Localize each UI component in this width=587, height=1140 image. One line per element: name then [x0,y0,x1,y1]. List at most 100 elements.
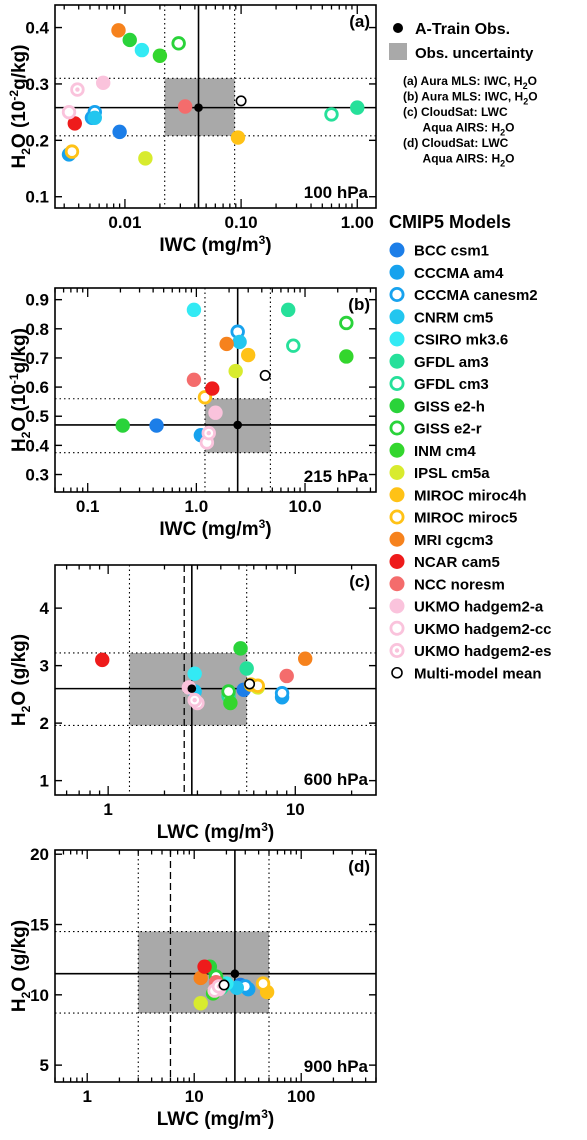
obs-point [230,969,240,979]
data-point-giss-e2-h-8 [122,32,137,48]
y-tick-label: 2 [40,714,49,733]
x-tick-label: 100 [287,1087,315,1106]
legend-item-label: MIROC miroc5 [414,510,517,527]
y-tick-label: 3 [40,657,49,676]
x-axis-label-close: ) [265,235,271,256]
y-axis-label-part: O (g/kg) [9,634,30,706]
legend-item-label: UKMO hadgem2-a [414,599,544,616]
legend: A-Train Obs. Obs. uncertainty (a) Aura MLS… [389,21,552,682]
y-tick-label: 5 [40,1056,49,1075]
legend-item-label: CNRM cm5 [414,309,493,326]
panel-label: (d) [348,857,370,876]
x-axis-label-text: IWC (mg/m [159,519,258,540]
models-legend-title: CMIP5 Models [389,212,511,232]
x-tick-label: 1 [82,1087,91,1106]
y-axis-label-part: H [9,438,30,452]
x-axis-label-superscript: 3 [259,233,266,247]
legend-item-label: INM cm4 [414,443,476,460]
data-point-ncc-noresm-16 [177,99,193,114]
data-point-gfdl-am3-5 [280,302,296,318]
y-axis-label-subscript: 2 [19,148,33,155]
legend-marker-ncc-noresm [389,576,405,592]
source-note-subscript: 2 [500,128,505,138]
x-tick-label: 1.0 [185,497,209,516]
source-note-c: (c) CloudSat: LWC [403,105,508,119]
legend-item-label: MIROC miroc4h [414,487,527,504]
data-point-giss-e2-h-7 [115,418,130,433]
data-point-csiro-mk3-6-4 [187,666,202,681]
y-tick-label: 0.6 [25,378,49,397]
source-note-subscript: 2 [523,81,528,91]
x-axis-label: IWC (mg/m3) [159,517,271,540]
x-axis-label-text: IWC (mg/m [159,235,258,256]
source-note-text: O [505,152,514,166]
obs-legend-marker [393,23,403,33]
legend-item-label: CCCMA canesm2 [414,287,538,304]
source-note-subscript: 2 [500,159,505,169]
source-note-b: (b) Aura MLS: IWC, H2O [403,90,538,107]
y-tick-label: 1 [40,772,49,791]
y-tick-label: 0.3 [25,75,49,94]
y-axis-label-subscript: 2 [19,991,33,998]
legend-item-label: CSIRO mk3.6 [414,332,508,349]
legend-marker-gfdl-cm3 [389,375,405,391]
data-point-inm-cm4-10 [152,48,168,63]
y-axis-label-part: g/kg) [9,328,30,373]
y-axis-label-part: O (10 [9,384,30,432]
legend-item-label: Multi-model mean [414,665,542,682]
uncertainty-legend-label: Obs. uncertainty [415,45,534,62]
data-point-ncar-cam5-14 [197,959,212,974]
x-axis-label-superscript: 3 [259,517,266,531]
legend-item-label: UKMO hadgem2-es [414,643,552,660]
data-point-ncc-noresm-15 [279,668,294,684]
y-tick-label: 0.4 [25,436,49,455]
legend-marker-csiro-mk3-6 [389,331,405,347]
y-tick-label: 0.2 [25,131,49,150]
legend-item-label: NCAR cam5 [414,554,500,571]
x-axis-label-text: LWC (mg/m [157,822,262,843]
legend-item-label: GFDL am3 [414,354,489,371]
data-point-csiro-mk3-6-5 [134,42,150,58]
y-tick-label: 0.9 [25,291,49,310]
data-point-miroc-miroc4h-12 [230,130,246,145]
data-point-ukmo-hadgem2-a-16 [208,405,223,420]
data-point-bcc-csm1-0 [149,418,164,433]
chart-panel-4: 5 10 15 20 1 10 100 LWC (mg/m3) H2O (g/kg) (d) 900… [9,845,377,1130]
legend-marker-giss-e2-h [389,398,405,414]
source-note-text: O [528,74,537,88]
x-tick-label: 10 [185,1087,204,1106]
legend-marker-ukmo-hadgem2-cc [389,620,405,636]
plot-area [55,850,376,1082]
y-axis-label-superscript: -1 [7,373,21,384]
source-note-a: (a) Aura MLS: IWC, H2O [403,74,537,91]
source-note-text: (a) Aura MLS: IWC, H [403,74,523,88]
x-tick-label: 10 [286,800,305,819]
data-point-multi-model-mean-19 [259,369,271,381]
x-axis-label-superscript: 3 [261,1107,268,1121]
data-point-ipsl-cm5a-11 [138,151,153,166]
legend-marker-bcc-csm1 [389,242,405,258]
legend-item-label: UKMO hadgem2-cc [414,621,552,638]
data-point-miroc-miroc5-12 [255,976,271,991]
panel-label: (c) [349,572,370,591]
y-axis-label-part: H [9,998,30,1012]
y-tick-label: 0.5 [25,407,49,426]
data-point-ukmo-hadgem2-es-18-center [206,430,211,436]
chart-panel-1: 0.1 0.2 0.3 0.4 0.01 0.10 1.00 IWC (mg/m3) H2O (… [7,4,377,256]
data-point-ukmo-hadgem2-a-17 [96,75,111,91]
y-tick-label: 0.4 [25,19,49,38]
legend-marker-miroc-miroc5 [389,509,405,525]
data-point-ukmo-hadgem2-es-19-center [75,87,80,92]
obs-point [187,684,197,693]
pressure-level-label: 900 hPa [304,1057,369,1076]
legend-marker-cccma-am4 [389,264,405,280]
obs-legend-label: A-Train Obs. [415,21,510,38]
x-axis-label-close: ) [268,1109,274,1130]
data-point-ukmo-hadgem2-es-19 [70,82,85,97]
data-point-cnrm-cm5-4 [87,110,102,125]
data-point-cccma-canesm2-2 [274,686,290,701]
legend-marker-giss-e2-r [389,420,405,436]
y-axis-label-part: O (10 [9,101,30,149]
